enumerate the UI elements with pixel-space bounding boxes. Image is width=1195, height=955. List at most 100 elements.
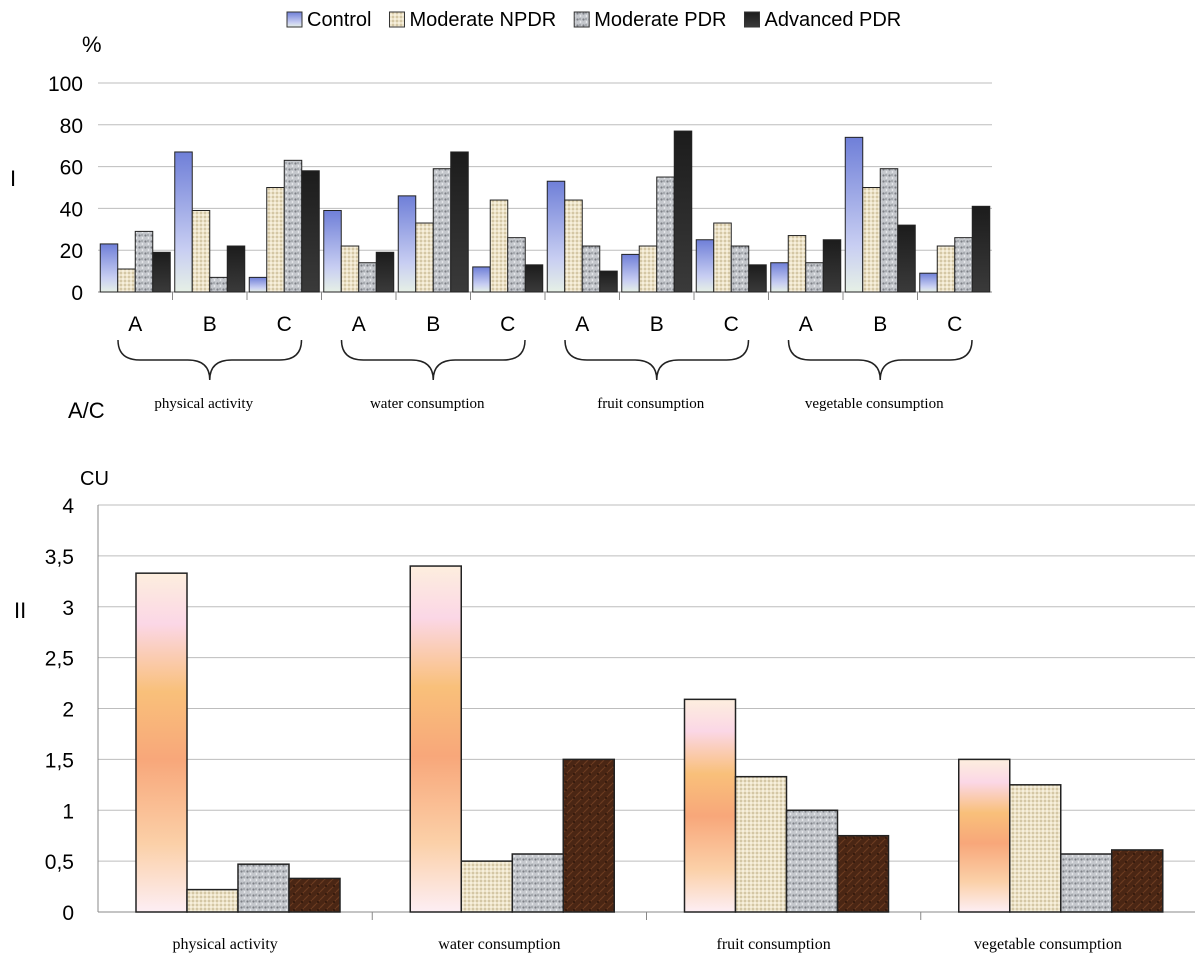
top-xtick-5: C	[500, 313, 515, 336]
top-bar-0-5	[472, 266, 491, 293]
top-group-label-3: vegetable consumption	[805, 396, 944, 412]
bottom-bar-3-3	[1111, 849, 1164, 913]
bottom-ytick-5: 2,5	[45, 648, 74, 671]
top-bar-0-1	[174, 151, 193, 293]
bottom-y-unit-label: CU	[80, 468, 109, 490]
top-bar-0-3	[323, 209, 342, 293]
legend: Control Moderate NPDR Moderate PDR Advanced…	[286, 9, 901, 31]
top-bar-3-10	[897, 224, 916, 293]
bottom-bar-2-3	[1060, 853, 1113, 913]
top-bar-3-5	[524, 264, 544, 293]
top-bar-3-3	[375, 251, 395, 293]
top-xtick-2: C	[277, 313, 292, 336]
bottom-ytick-7: 3,5	[45, 546, 74, 569]
top-bar-0-9	[770, 262, 789, 293]
top-bar-3-1	[226, 245, 246, 293]
legend-label-3: Advanced PDR	[764, 9, 901, 31]
bottom-bar-0-1	[409, 565, 462, 913]
bottom-bar-3-2	[836, 834, 890, 913]
top-bar-2-6	[581, 245, 601, 293]
bottom-bar-0-3	[958, 758, 1011, 913]
top-xtick-10: B	[873, 313, 887, 336]
bottom-bar-2-2	[785, 809, 839, 913]
top-xtick-11: C	[947, 313, 962, 336]
top-bar-2-2	[283, 159, 303, 293]
bottom-bar-1-1	[460, 860, 513, 913]
top-bar-1-0	[117, 268, 136, 293]
top-xtick-6: A	[575, 313, 589, 336]
top-bar-3-4	[450, 151, 469, 293]
bottom-ytick-1: 0,5	[45, 851, 74, 874]
top-xtick-7: B	[650, 313, 664, 336]
top-group-braces	[117, 339, 973, 381]
bottom-bar-1-3	[1009, 784, 1062, 913]
top-brace-0	[117, 339, 303, 381]
top-bar-2-5	[507, 237, 526, 293]
bottom-y-axis-ticks: 0 0,5 1 1,5 2 2,5 3 3,5 4	[45, 495, 75, 925]
top-ytick-0: 0	[71, 282, 83, 305]
bottom-ytick-6: 3	[62, 597, 74, 620]
bottom-ytick-3: 1,5	[45, 749, 74, 772]
bottom-bars	[135, 565, 1164, 920]
bottom-ytick-2: 1	[62, 800, 74, 823]
top-bar-3-2	[301, 170, 320, 293]
top-bars	[99, 130, 991, 300]
top-bar-1-3	[340, 245, 360, 293]
legend-label-2: Moderate PDR	[594, 9, 726, 31]
top-bar-0-0	[99, 243, 119, 293]
top-bar-1-8	[713, 222, 732, 293]
top-xtick-1: B	[203, 313, 217, 336]
bottom-xlabel-1: water consumption	[438, 936, 560, 953]
legend-label-0: Control	[307, 9, 371, 31]
bottom-ytick-0: 0	[62, 902, 74, 925]
top-bar-1-7	[638, 245, 658, 293]
legend-swatch-2	[573, 11, 590, 28]
top-bar-1-10	[862, 187, 881, 293]
top-bar-0-6	[546, 180, 566, 293]
top-group-label-1: water consumption	[370, 396, 485, 412]
top-bar-3-0	[152, 251, 171, 293]
top-bar-0-2	[248, 276, 268, 293]
bottom-x-axis-labels: physical activity water consumption fruit …	[172, 936, 1121, 953]
bottom-bar-3-0	[288, 877, 341, 913]
top-bar-3-6	[599, 270, 618, 293]
top-xtick-4: B	[426, 313, 440, 336]
top-ytick-1: 20	[60, 240, 83, 263]
top-group-label-0: physical activity	[154, 396, 253, 412]
top-y-axis-ticks: 0 20 40 60 80 100	[48, 73, 83, 305]
top-bar-2-1	[209, 276, 228, 293]
top-y-unit-label: %	[82, 32, 102, 57]
bottom-ac-label: A/C	[68, 398, 105, 423]
bottom-bar-1-0	[186, 888, 239, 913]
legend-swatch-1	[388, 11, 405, 28]
top-bar-2-0	[134, 230, 154, 293]
legend-label-1: Moderate NPDR	[409, 9, 556, 31]
top-bar-1-5	[489, 199, 509, 293]
top-bar-0-11	[919, 272, 938, 293]
top-brace-2	[564, 339, 750, 381]
top-ytick-5: 100	[48, 73, 83, 96]
top-xtick-8: C	[724, 313, 739, 336]
top-ytick-2: 40	[60, 198, 83, 221]
top-bar-2-7	[656, 176, 675, 293]
top-bar-0-10	[844, 136, 864, 293]
bottom-ytick-4: 2	[62, 699, 74, 722]
bottom-bar-2-0	[237, 863, 290, 913]
top-bar-2-8	[730, 245, 750, 293]
top-bar-2-3	[358, 262, 377, 293]
top-xtick-9: A	[799, 313, 813, 336]
top-brace-3	[787, 339, 973, 381]
bottom-panel-label: II	[14, 598, 26, 623]
top-bar-1-11	[936, 245, 956, 293]
top-group-labels: physical activity water consumption fruit …	[154, 396, 944, 412]
top-bar-2-11	[954, 237, 973, 293]
bottom-bar-2-1	[511, 853, 564, 913]
top-bar-2-4	[432, 168, 452, 293]
bottom-ytick-8: 4	[62, 495, 74, 518]
bottom-xlabel-3: vegetable consumption	[974, 936, 1122, 953]
top-xtick-0: A	[128, 313, 142, 336]
top-bar-0-7	[621, 253, 640, 293]
top-bar-2-9	[805, 262, 824, 293]
top-bar-0-4	[397, 195, 417, 293]
